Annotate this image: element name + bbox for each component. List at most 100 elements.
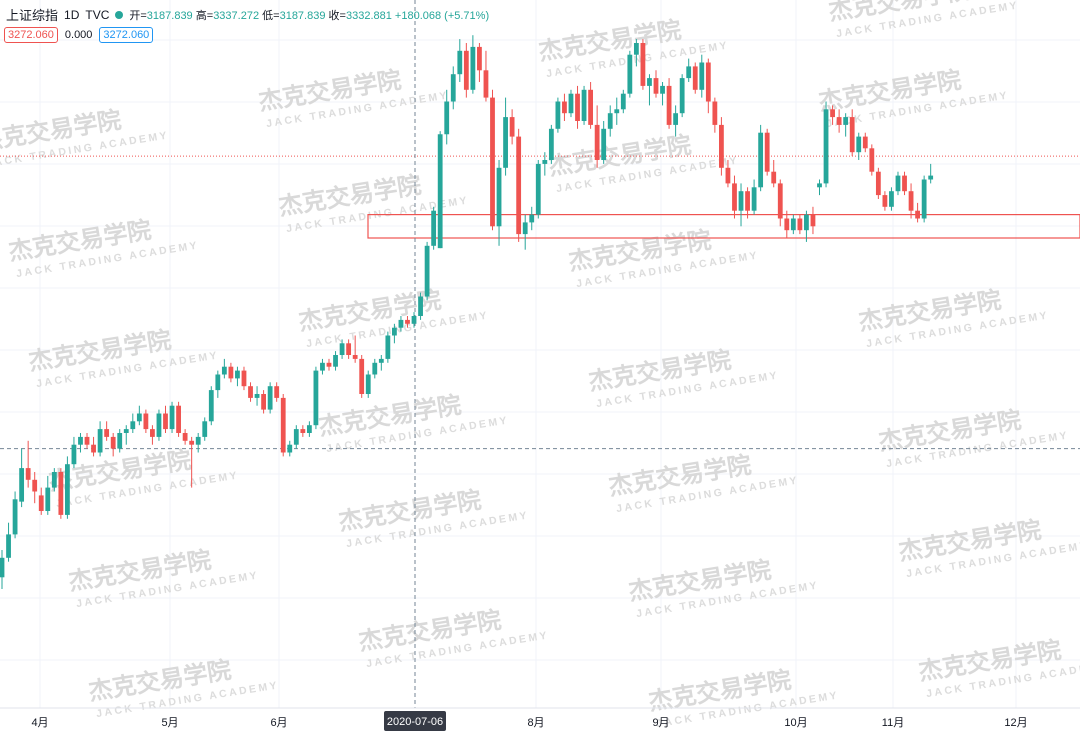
candle-body: [418, 296, 423, 316]
candle: [477, 43, 482, 82]
candle-body: [372, 362, 378, 375]
support-zone-box[interactable]: [367, 214, 1080, 239]
candle: [339, 339, 345, 359]
candle-body: [725, 167, 731, 184]
candle-body: [45, 487, 51, 511]
candle-body: [542, 160, 548, 164]
candle-body: [182, 433, 188, 441]
candle: [921, 175, 927, 223]
candle: [686, 58, 692, 82]
candle: [862, 132, 868, 153]
market-status-dot-icon: [115, 10, 124, 19]
candle: [830, 105, 835, 125]
candle-body: [790, 218, 796, 231]
candle: [326, 358, 332, 371]
candle: [928, 163, 934, 184]
candle-body: [738, 191, 744, 211]
candle: [679, 74, 685, 118]
candle-body: [849, 117, 855, 153]
candle: [143, 409, 149, 433]
candle: [136, 405, 142, 426]
candle: [490, 89, 495, 231]
candle: [411, 312, 417, 328]
candle-body: [705, 62, 711, 102]
candle: [522, 214, 528, 250]
interval-label[interactable]: 1D: [64, 7, 80, 22]
candle: [594, 105, 600, 168]
candle: [65, 456, 70, 519]
candle-body: [287, 444, 293, 453]
candle: [163, 405, 168, 433]
candle-body: [882, 195, 888, 207]
candle: [895, 171, 901, 196]
candle: [568, 89, 574, 118]
symbol-name[interactable]: 上证综指: [6, 8, 59, 23]
candle: [758, 124, 764, 192]
candle-body: [169, 405, 175, 430]
candle: [333, 351, 338, 371]
candle: [71, 436, 77, 469]
candle-body: [163, 413, 168, 430]
candle: [503, 97, 508, 176]
candle-body: [221, 366, 227, 375]
candle: [738, 183, 744, 227]
candle: [633, 39, 639, 67]
candle-body: [405, 319, 410, 324]
candle-body: [928, 175, 934, 180]
candle-body: [97, 429, 103, 453]
candle: [463, 43, 469, 98]
candle: [588, 82, 593, 129]
candle-body: [732, 183, 737, 211]
candle-body: [516, 136, 522, 235]
candle-body: [84, 436, 90, 445]
candle-body: [293, 429, 299, 445]
indicator-left-value: 3272.060: [4, 27, 58, 43]
candle: [437, 131, 443, 249]
candle-body: [392, 327, 397, 336]
candle: [58, 468, 64, 519]
indicator-values: 3272.060 0.000 3272.060: [4, 27, 154, 43]
candle-body: [300, 429, 306, 433]
candle-body: [823, 109, 829, 184]
candle-body: [359, 358, 365, 394]
candle-body: [117, 433, 123, 449]
candle-body: [810, 214, 816, 227]
candle-body: [150, 429, 155, 437]
candle: [202, 417, 208, 441]
candle: [117, 429, 123, 453]
candle-body: [483, 70, 489, 98]
candle-body: [758, 132, 764, 188]
candle-body: [902, 175, 907, 192]
candle-body: [640, 43, 646, 86]
candle-body: [856, 136, 862, 153]
candle: [320, 358, 325, 375]
candle: [235, 366, 240, 387]
candle-body: [588, 89, 593, 125]
candle: [653, 70, 659, 98]
time-axis: 4月 5月 6月 8月 9月 10月 11月 12月 2020-07-06: [0, 707, 1080, 731]
candle-body: [777, 183, 783, 219]
candle-body: [862, 136, 868, 149]
candle-body: [248, 386, 253, 398]
candle-body: [921, 179, 927, 219]
candle: [817, 179, 822, 196]
candle: [19, 448, 25, 508]
candle-body: [470, 46, 476, 90]
candle: [692, 62, 698, 94]
grid: [0, 0, 1080, 708]
candle: [51, 468, 57, 492]
candle: [156, 409, 162, 441]
x-tick-label: 12月: [1004, 717, 1027, 729]
candle-body: [378, 358, 384, 363]
candle: [195, 433, 201, 453]
candle: [365, 370, 371, 398]
candle: [620, 89, 626, 114]
candle: [555, 97, 561, 133]
candle: [732, 175, 737, 219]
